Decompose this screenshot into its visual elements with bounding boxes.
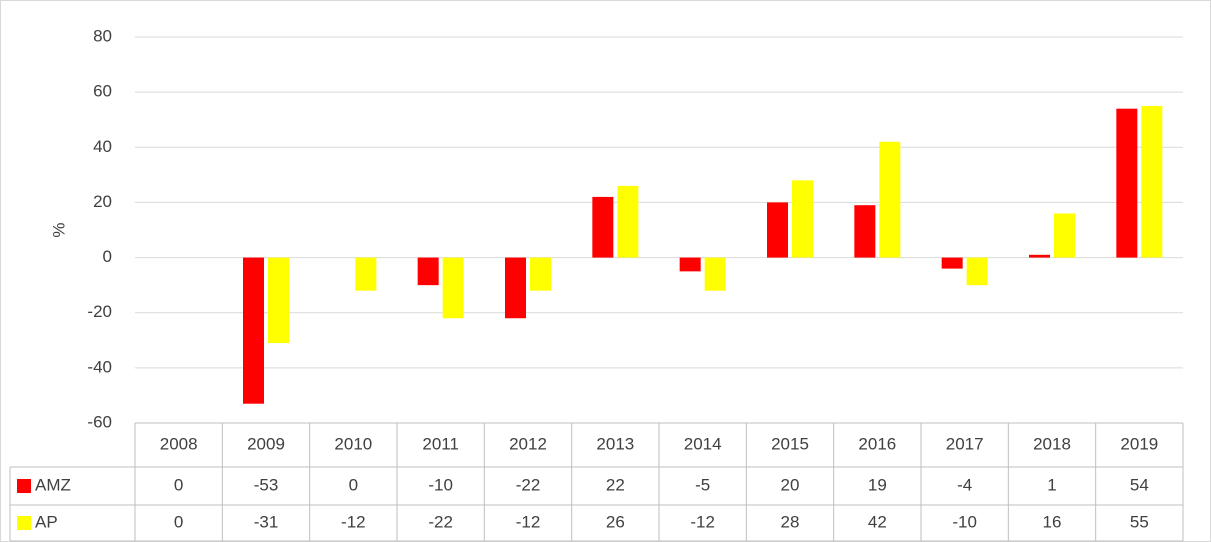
table-value: -53: [254, 475, 279, 494]
x-tick-label: 2013: [596, 434, 634, 453]
y-tick-label: -40: [87, 357, 112, 376]
x-tick-label: 2019: [1120, 434, 1158, 453]
table-value: 0: [174, 475, 183, 494]
table-value: 20: [781, 475, 800, 494]
y-tick-label: -60: [87, 412, 112, 431]
table-value: -22: [428, 512, 453, 531]
x-tick-label: 2016: [858, 434, 896, 453]
table-value: -4: [957, 475, 972, 494]
bar: [617, 185, 639, 258]
legend-swatch: [17, 516, 31, 530]
x-tick-label: 2010: [334, 434, 372, 453]
table-value: -5: [695, 475, 710, 494]
x-tick-label: 2015: [771, 434, 809, 453]
x-tick-label: 2018: [1033, 434, 1071, 453]
bar: [941, 257, 963, 269]
x-tick-label: 2017: [946, 434, 984, 453]
x-tick-label: 2008: [160, 434, 198, 453]
table-value: 26: [606, 512, 625, 531]
x-tick-label: 2009: [247, 434, 285, 453]
table-value: 1: [1047, 475, 1056, 494]
bar: [530, 257, 551, 291]
bar: [792, 180, 813, 258]
legend-label: AP: [35, 512, 58, 531]
table-value: 16: [1043, 512, 1062, 531]
bar: [355, 257, 377, 291]
table-value: -31: [254, 512, 279, 531]
table-value: -12: [690, 512, 715, 531]
bar: [1029, 254, 1050, 258]
bar: [854, 205, 876, 258]
y-axis-label: %: [49, 222, 68, 237]
legend-label: AMZ: [35, 475, 71, 494]
table-value: 54: [1130, 475, 1149, 494]
bar: [966, 257, 988, 286]
table-value: -22: [516, 475, 541, 494]
bar: [1054, 213, 1075, 258]
bar: [704, 257, 726, 291]
bar: [505, 257, 526, 319]
legend-swatch: [17, 479, 31, 493]
x-tick-label: 2014: [684, 434, 722, 453]
table-value: 19: [868, 475, 887, 494]
y-tick-label: -20: [87, 302, 112, 321]
y-tick-label: 60: [93, 82, 112, 101]
bar: [442, 257, 464, 319]
bar: [417, 257, 439, 286]
bar: [879, 141, 901, 258]
table-value: -10: [428, 475, 453, 494]
table-value: 0: [174, 512, 183, 531]
bar: [592, 196, 614, 258]
x-tick-label: 2012: [509, 434, 547, 453]
y-tick-label: 80: [93, 26, 112, 45]
table-value: 22: [606, 475, 625, 494]
x-tick-label: 2011: [422, 434, 459, 453]
bar: [243, 257, 264, 404]
table-value: -12: [341, 512, 366, 531]
table-value: 42: [868, 512, 887, 531]
y-tick-label: 40: [93, 137, 112, 156]
table-value: -10: [952, 512, 977, 531]
y-tick-label: 20: [93, 192, 112, 211]
y-tick-label: 0: [103, 247, 112, 266]
bar: [679, 257, 701, 272]
bar: [1141, 105, 1163, 258]
table-value: 0: [349, 475, 358, 494]
bar: [268, 257, 289, 344]
bar: [1116, 108, 1138, 258]
table-value: 55: [1130, 512, 1149, 531]
table-value: 28: [781, 512, 800, 531]
bar: [767, 202, 788, 258]
table-value: -12: [516, 512, 541, 531]
